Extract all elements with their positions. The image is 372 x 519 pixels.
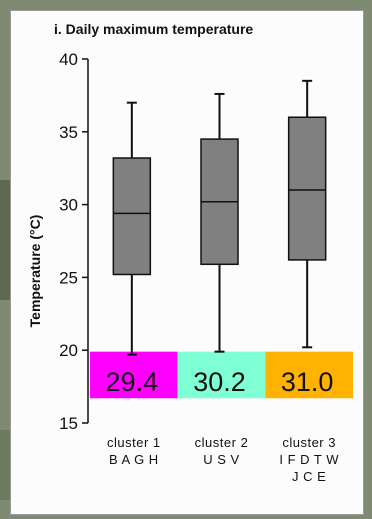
median-labels: 29.4 30.2 31.0 [106,367,334,397]
category-label-line: I F D T W [279,452,339,467]
median-value-label: 30.2 [193,367,246,397]
median-bands [90,351,353,399]
category-label-line: B A G H [109,452,159,467]
median-band [177,351,266,399]
chart-title: i. Daily maximum temperature [54,21,253,37]
box-plot-chart: i. Daily maximum temperature Temperature… [27,21,353,484]
y-tick-label: 30 [59,196,78,215]
y-axis-label: Temperature (°C) [27,215,43,328]
box [287,116,327,261]
y-tick-label: 15 [59,414,78,433]
y-tick-label: 35 [59,123,78,142]
category-label-line: cluster 3 [282,435,336,450]
median-value-label: 29.4 [106,367,159,397]
chart-panel: i. Daily maximum temperature Temperature… [10,10,364,515]
category-labels: cluster 1 B A G H cluster 2 U S V cluster 3 I… [107,435,339,484]
category-label-line: U S V [203,452,239,467]
median-band [265,351,353,399]
y-tick-label: 40 [59,50,78,69]
box [112,157,152,276]
category-label-line: cluster 1 [107,435,161,450]
boxes [112,79,327,356]
median-value-label: 31.0 [281,367,334,397]
median-band [90,351,178,399]
category-label-line: cluster 2 [195,435,249,450]
y-axis-ticks: 15 20 25 30 35 40 [59,50,88,433]
y-tick-label: 20 [59,341,78,360]
y-tick-label: 25 [59,268,78,287]
category-label-line: J C E [292,469,326,484]
